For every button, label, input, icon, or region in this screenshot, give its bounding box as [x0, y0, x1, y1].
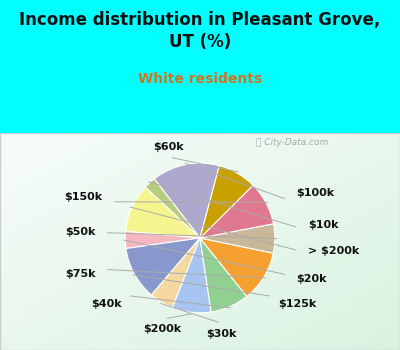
Text: $200k: $200k: [144, 324, 182, 334]
Wedge shape: [200, 224, 275, 253]
Wedge shape: [145, 179, 200, 238]
Wedge shape: [126, 187, 200, 238]
Text: $60k: $60k: [153, 142, 184, 152]
Text: ⓘ City-Data.com: ⓘ City-Data.com: [256, 138, 328, 147]
Text: > $200k: > $200k: [308, 246, 360, 257]
Text: $100k: $100k: [296, 188, 334, 198]
Text: $125k: $125k: [278, 299, 317, 309]
Text: $50k: $50k: [65, 227, 95, 237]
Wedge shape: [126, 238, 200, 295]
Wedge shape: [200, 238, 273, 296]
Wedge shape: [200, 185, 274, 238]
Wedge shape: [154, 163, 219, 238]
Text: White residents: White residents: [138, 72, 262, 86]
Text: $75k: $75k: [65, 269, 95, 279]
Text: $40k: $40k: [91, 299, 122, 309]
Wedge shape: [200, 166, 253, 238]
Text: $150k: $150k: [64, 192, 103, 202]
Wedge shape: [172, 238, 211, 313]
Text: $20k: $20k: [296, 274, 326, 284]
Wedge shape: [125, 231, 200, 248]
Text: $10k: $10k: [308, 220, 339, 230]
Wedge shape: [200, 238, 247, 312]
Wedge shape: [152, 238, 200, 308]
Text: Income distribution in Pleasant Grove,
UT (%): Income distribution in Pleasant Grove, U…: [19, 10, 381, 51]
Text: $30k: $30k: [206, 329, 236, 339]
